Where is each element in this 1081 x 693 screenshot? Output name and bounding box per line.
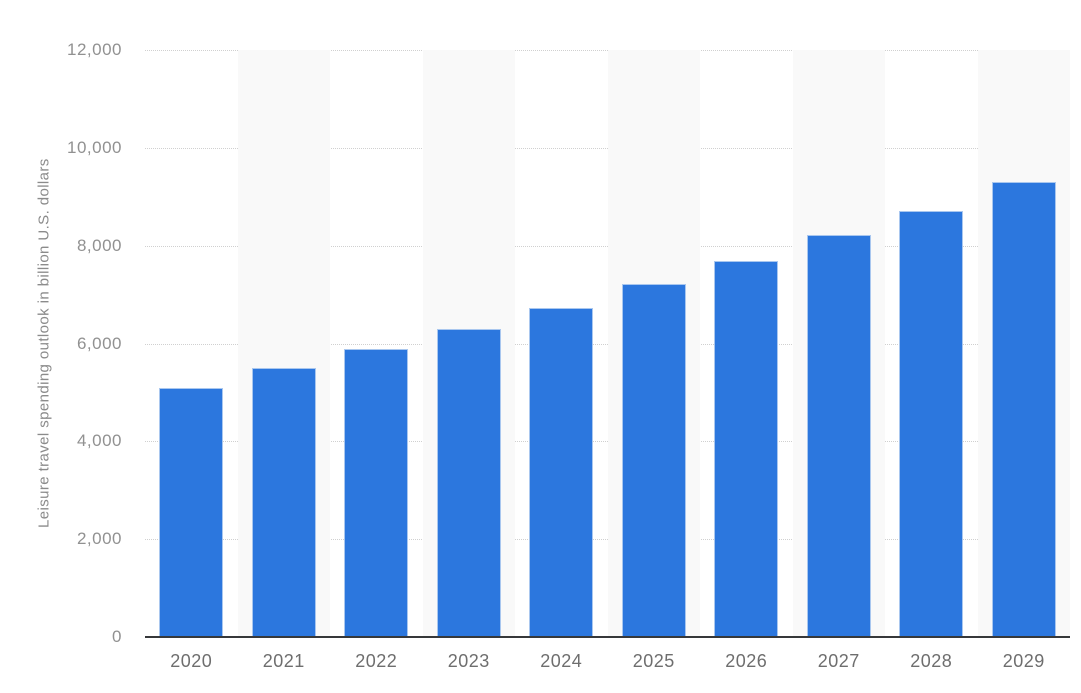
x-tick-label-2023: 2023 [447, 651, 490, 671]
x-tick-label-2029: 2029 [1002, 651, 1045, 671]
column-2028 [885, 50, 978, 637]
y-tick-label-6000: 6,000 [76, 333, 122, 353]
x-tick-label-2021: 2021 [262, 651, 305, 671]
y-tick-label-12000: 12,000 [67, 40, 122, 59]
y-tick-label-2000: 2,000 [76, 529, 122, 549]
bar-2023[interactable] [436, 328, 501, 637]
bar-2021[interactable] [251, 367, 316, 637]
bar-2029[interactable] [991, 182, 1056, 637]
x-tick-label-2025: 2025 [632, 651, 675, 671]
bar-2020[interactable] [159, 387, 224, 637]
x-tick-label-2028: 2028 [910, 651, 953, 671]
column-2026 [700, 50, 793, 637]
x-axis-line [145, 636, 1070, 638]
column-2024 [515, 50, 608, 637]
y-tick-label-8000: 8,000 [76, 235, 122, 255]
bar-2027[interactable] [806, 234, 871, 637]
bar-2024[interactable] [529, 307, 594, 637]
column-2021 [237, 50, 330, 637]
y-tick-label-10000: 10,000 [67, 137, 122, 157]
y-tick-label-0: 0 [112, 627, 122, 646]
x-tick-label-2020: 2020 [170, 651, 213, 671]
y-tick-label-4000: 4,000 [76, 431, 122, 451]
plot-area [145, 50, 1070, 637]
column-2023 [422, 50, 515, 637]
bar-2022[interactable] [344, 348, 409, 637]
column-2027 [792, 50, 885, 637]
column-2029 [977, 50, 1070, 637]
x-tick-label-2026: 2026 [725, 651, 768, 671]
bar-2025[interactable] [621, 283, 686, 637]
column-2020 [145, 50, 238, 637]
x-tick-label-2024: 2024 [540, 651, 583, 671]
x-tick-label-2022: 2022 [355, 651, 398, 671]
x-tick-label-2027: 2027 [817, 651, 860, 671]
column-2025 [607, 50, 700, 637]
column-2022 [330, 50, 423, 637]
bar-2028[interactable] [899, 210, 964, 637]
bar-2026[interactable] [714, 260, 779, 637]
